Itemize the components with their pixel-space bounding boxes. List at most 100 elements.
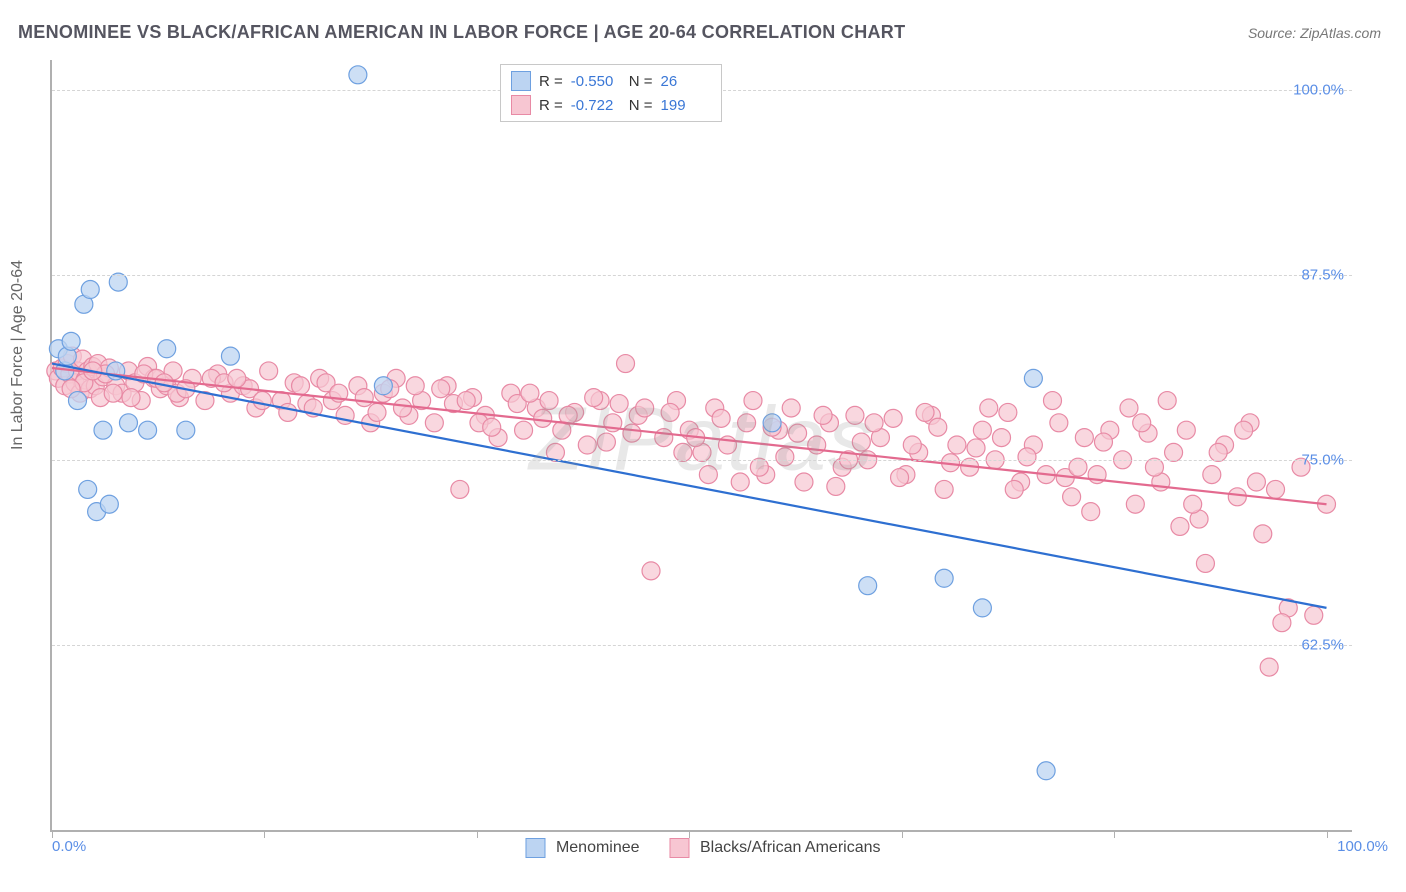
data-point (374, 377, 392, 395)
data-point (349, 66, 367, 84)
data-point (623, 424, 641, 442)
data-point (642, 562, 660, 580)
x-tick-right: 100.0% (1337, 838, 1388, 855)
data-point (789, 424, 807, 442)
trend-line (52, 368, 1327, 504)
data-point (578, 436, 596, 454)
data-point (368, 403, 386, 421)
data-point (1209, 443, 1227, 461)
data-point (1171, 517, 1189, 535)
data-point (731, 473, 749, 491)
data-point (109, 273, 127, 291)
data-point (483, 418, 501, 436)
data-point (617, 355, 635, 373)
data-point (1069, 458, 1087, 476)
data-point (1024, 369, 1042, 387)
series-legend: Menominee Blacks/African Americans (525, 838, 880, 858)
data-point (993, 429, 1011, 447)
data-point (661, 403, 679, 421)
trend-line (52, 364, 1327, 608)
data-point (1094, 433, 1112, 451)
data-point (1075, 429, 1093, 447)
r-label: R = (539, 73, 563, 90)
data-point (221, 347, 239, 365)
y-tick-label: 87.5% (1301, 266, 1344, 283)
data-point (776, 448, 794, 466)
data-point (1082, 503, 1100, 521)
data-point (393, 399, 411, 417)
data-point (451, 480, 469, 498)
data-point (1235, 421, 1253, 439)
data-point (425, 414, 443, 432)
y-axis-label: In Labor Force | Age 20-64 (9, 260, 27, 450)
data-point (795, 473, 813, 491)
n-label: N = (629, 73, 653, 90)
data-point (610, 395, 628, 413)
data-point (1267, 480, 1285, 498)
data-point (1184, 495, 1202, 513)
data-point (852, 433, 870, 451)
data-point (1018, 448, 1036, 466)
legend-label-menominee: Menominee (556, 839, 640, 856)
swatch-menominee-icon (525, 838, 545, 858)
x-tick (264, 830, 265, 838)
data-point (1037, 762, 1055, 780)
x-tick (52, 830, 53, 838)
data-point (712, 409, 730, 427)
y-tick-label: 62.5% (1301, 636, 1344, 653)
data-point (846, 406, 864, 424)
data-point (253, 392, 271, 410)
data-point (94, 421, 112, 439)
data-point (432, 380, 450, 398)
data-point (973, 421, 991, 439)
data-point (228, 369, 246, 387)
gridline (52, 645, 1352, 646)
data-point (1196, 554, 1214, 572)
data-point (139, 421, 157, 439)
legend-item-menominee: Menominee (525, 838, 639, 858)
data-point (515, 421, 533, 439)
data-point (1063, 488, 1081, 506)
data-point (859, 577, 877, 595)
data-point (1203, 466, 1221, 484)
data-point (158, 340, 176, 358)
data-point (699, 466, 717, 484)
data-point (406, 377, 424, 395)
data-point (865, 414, 883, 432)
r-value-black: -0.722 (571, 97, 621, 114)
data-point (104, 384, 122, 402)
swatch-menominee (511, 71, 531, 91)
data-point (521, 384, 539, 402)
n-value-menominee: 26 (661, 73, 711, 90)
data-point (119, 414, 137, 432)
data-point (1120, 399, 1138, 417)
data-point (1305, 606, 1323, 624)
data-point (100, 495, 118, 513)
data-point (1133, 414, 1151, 432)
correlation-legend: R = -0.550 N = 26 R = -0.722 N = 199 (500, 64, 722, 122)
data-point (1050, 414, 1068, 432)
data-point (999, 403, 1017, 421)
data-point (980, 399, 998, 417)
y-tick-label: 100.0% (1293, 81, 1344, 98)
data-point (1260, 658, 1278, 676)
data-point (891, 469, 909, 487)
data-point (260, 362, 278, 380)
n-value-black: 199 (661, 97, 711, 114)
x-tick (1114, 830, 1115, 838)
data-point (973, 599, 991, 617)
data-point (457, 392, 475, 410)
data-point (750, 458, 768, 476)
data-point (967, 439, 985, 457)
data-point (744, 392, 762, 410)
data-point (62, 332, 80, 350)
data-point (68, 392, 86, 410)
data-point (935, 569, 953, 587)
x-tick (477, 830, 478, 838)
legend-label-black: Blacks/African Americans (700, 839, 881, 856)
x-tick (1327, 830, 1328, 838)
data-point (916, 403, 934, 421)
data-point (1043, 392, 1061, 410)
data-point (827, 477, 845, 495)
data-point (177, 421, 195, 439)
